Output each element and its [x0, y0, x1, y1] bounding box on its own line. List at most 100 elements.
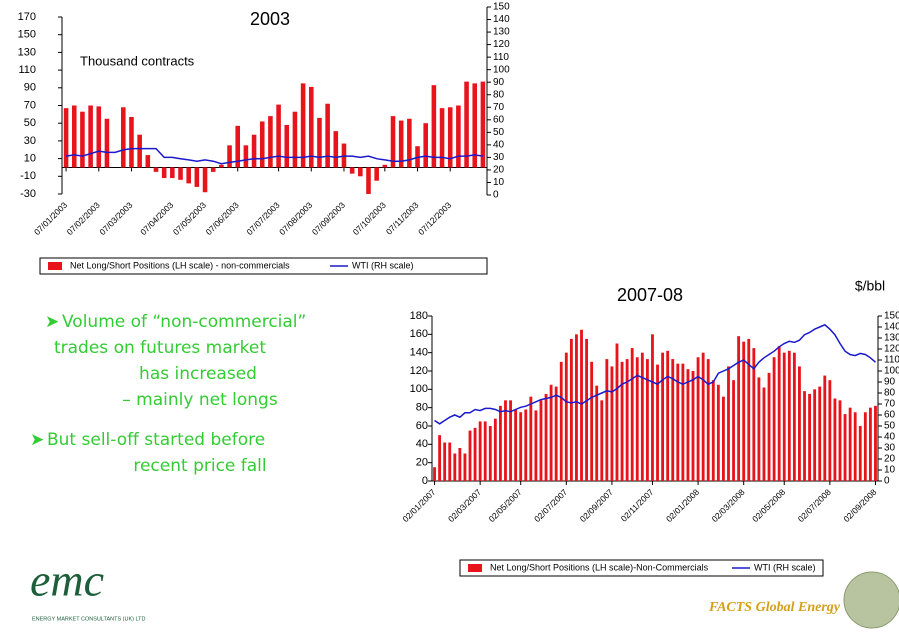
bar [423, 123, 428, 168]
bar [153, 167, 159, 172]
y2-tick-label: 140 [884, 322, 899, 333]
y2-tick-label: 110 [884, 355, 899, 366]
bar [737, 336, 741, 481]
x-tick-label: 02/01/2007 [400, 487, 437, 524]
bar [251, 134, 257, 168]
bar [121, 107, 126, 168]
bar [554, 386, 558, 481]
bullet-line: But sell-off started before [47, 430, 265, 450]
bar [439, 108, 445, 168]
bar [463, 453, 467, 481]
bar [186, 167, 191, 184]
y2-tick-label: 30 [884, 443, 896, 454]
bar [559, 361, 563, 481]
bar [468, 430, 472, 481]
y2-tick-label: 90 [493, 77, 505, 88]
bar [96, 106, 102, 168]
x-tick-label: 02/01/2008 [664, 487, 701, 524]
bar [671, 359, 675, 481]
bar [782, 352, 786, 481]
bar [666, 350, 670, 481]
bullet-arrow: ➤ [45, 312, 59, 332]
logo-tagline: ENERGY MARKET CONSULTANTS (UK) LTD [32, 616, 146, 622]
logo: emc [30, 555, 104, 606]
x-tick-label: 02/07/2007 [532, 487, 569, 524]
x-tick-label: 07/02/2003 [65, 200, 102, 237]
x-tick-label: 02/05/2007 [487, 487, 524, 524]
bar [757, 377, 761, 481]
y2-tick-label: 150 [493, 2, 510, 13]
x-tick-label: 07/01/2003 [32, 200, 69, 237]
bar [747, 338, 751, 481]
legend-swatch [468, 564, 482, 572]
wti-line [434, 323, 876, 425]
y2-tick-label: 120 [884, 344, 899, 355]
bar [813, 389, 817, 481]
y2-tick-label: 50 [493, 127, 505, 138]
x-tick-label: 02/03/2007 [446, 487, 483, 524]
bar [407, 118, 412, 168]
bullet-line: trades on futures market [54, 338, 266, 358]
bar [600, 400, 604, 481]
bar [595, 385, 599, 481]
x-tick-label: 07/12/2003 [416, 200, 453, 237]
bar [438, 435, 442, 481]
y2-tick-label: 80 [493, 89, 505, 100]
bullet-line: Volume of “non-commercial” [62, 312, 306, 332]
bar [838, 400, 842, 481]
y-tick-label: 20 [416, 457, 428, 469]
bar [325, 103, 330, 168]
bar [625, 359, 629, 481]
bar [711, 380, 715, 481]
legend-swatch [48, 262, 62, 270]
y2-tick-label: 70 [884, 399, 896, 410]
bar [202, 167, 208, 193]
bar [284, 124, 290, 168]
bar [137, 134, 142, 168]
bar [483, 421, 487, 481]
y2-tick-label: 140 [493, 14, 510, 25]
bar [539, 400, 543, 481]
bar [514, 409, 518, 481]
y2-tick-label: 70 [493, 102, 505, 113]
y2-tick-label: 130 [493, 27, 510, 38]
bar [333, 131, 339, 168]
bar [580, 329, 583, 481]
bar [777, 346, 781, 481]
bar [564, 352, 568, 481]
bar [358, 167, 363, 177]
y-tick-label: 160 [410, 328, 428, 340]
x-tick-label: 07/09/2003 [310, 200, 347, 237]
bar [843, 414, 847, 481]
y-tick-label: 40 [416, 438, 428, 450]
bar [178, 167, 183, 180]
bar [276, 104, 281, 168]
bar [448, 442, 452, 481]
bar [210, 167, 216, 172]
bar [480, 81, 486, 168]
y-tick-label: 100 [410, 383, 428, 395]
bar [716, 384, 720, 481]
footer-brand: FACTS Global Energy [708, 600, 841, 615]
x-tick-label: 07/08/2003 [277, 200, 314, 237]
bar [640, 352, 644, 481]
bar [443, 442, 447, 481]
bullet-arrow: ➤ [30, 430, 44, 450]
chart-title: 2007-08 [617, 285, 683, 305]
y2-label: $/bbl [855, 278, 885, 294]
bar [519, 412, 523, 481]
bar [71, 105, 77, 168]
bar [161, 167, 167, 179]
bullet-line: has increased [139, 364, 257, 384]
y2-tick-label: 10 [493, 177, 505, 188]
bar [742, 341, 746, 481]
bar [268, 116, 273, 168]
bar [787, 350, 791, 481]
bar [529, 396, 533, 481]
y-tick-label: 0 [422, 475, 428, 487]
y-tick-label: 130 [18, 46, 36, 58]
bar [792, 352, 796, 481]
x-tick-label: 07/06/2003 [204, 200, 241, 237]
bar [635, 357, 639, 481]
bar [382, 164, 388, 168]
